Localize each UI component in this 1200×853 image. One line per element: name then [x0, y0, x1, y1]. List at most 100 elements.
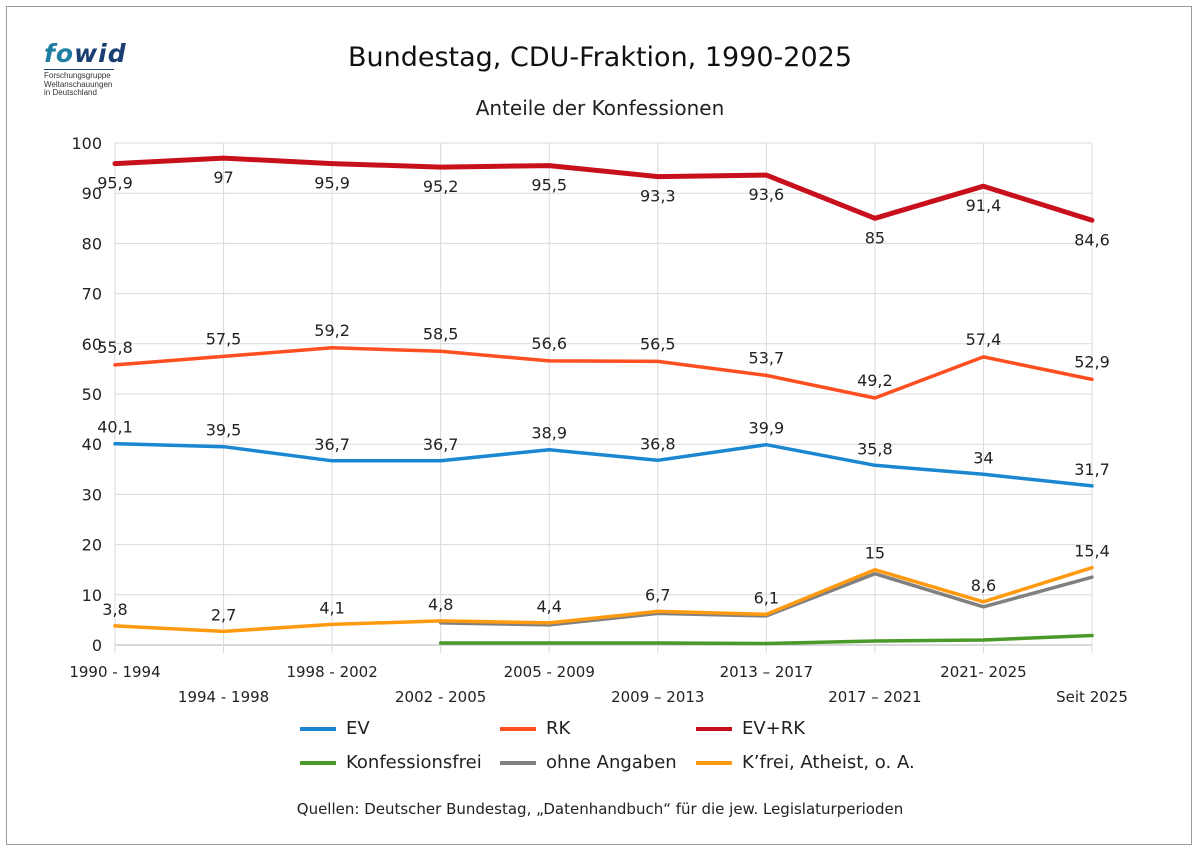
data-label-s0-8: 34 [973, 448, 993, 467]
data-label-s0-6: 39,9 [749, 419, 785, 438]
y-tick-label-40: 40 [82, 435, 102, 454]
data-label-s1-6: 53,7 [749, 348, 785, 367]
data-label-s2-9: 84,6 [1074, 230, 1110, 249]
x-tick-label-7: 2017 – 2021 [828, 688, 921, 706]
data-label-s0-3: 36,7 [423, 435, 459, 454]
x-tick-label-9: Seit 2025 [1056, 688, 1128, 706]
data-label-s1-0: 55,8 [97, 338, 133, 357]
legend-item-ohne-angaben: ohne Angaben [500, 752, 677, 773]
x-tick-label-5: 2009 – 2013 [611, 688, 704, 706]
legend-label-rk: RK [546, 718, 571, 739]
x-tick-label-1: 1994 - 1998 [178, 688, 269, 706]
legend-item-ev-rk: EV+RK [696, 718, 805, 739]
y-tick-label-80: 80 [82, 234, 102, 253]
x-tick-label-2: 1998 - 2002 [286, 663, 377, 681]
legend-label-ohne-angaben: ohne Angaben [546, 752, 677, 773]
y-tick-label-90: 90 [82, 184, 102, 203]
legend-item-konfessionsfrei: Konfessionsfrei [300, 752, 482, 773]
logo-wid: wid [74, 39, 127, 68]
data-label-s5-4: 4,4 [536, 597, 561, 616]
data-label-s2-5: 93,3 [640, 187, 676, 206]
data-label-s1-2: 59,2 [314, 321, 350, 340]
logo-fo: fo [44, 39, 75, 68]
data-label-s2-6: 93,6 [749, 185, 785, 204]
logo-line-1: Forschungsgruppe [44, 71, 111, 80]
data-label-s5-0: 3,8 [102, 600, 127, 619]
data-label-s2-7: 85 [865, 228, 885, 247]
y-tick-label-30: 30 [82, 485, 102, 504]
data-label-s2-8: 91,4 [966, 196, 1002, 215]
logo-wordmark: fowid [44, 40, 154, 68]
chart-legend: EV RK EV+RK Konfessionsfrei ohne Angaben… [300, 718, 980, 786]
chart-frame [6, 6, 1192, 845]
legend-item-ev: EV [300, 718, 370, 739]
chart-subtitle: Anteile der Konfessionen [475, 96, 725, 120]
series-line-1 [113, 346, 1094, 400]
x-tick-label-0: 1990 - 1994 [69, 663, 160, 681]
y-tick-label-60: 60 [82, 335, 102, 354]
data-label-s0-7: 35,8 [857, 439, 893, 458]
data-label-s5-5: 6,7 [645, 585, 670, 604]
series-line-0 [113, 441, 1094, 488]
data-label-s5-9: 15,4 [1074, 542, 1110, 561]
y-tick-label-100: 100 [71, 134, 102, 153]
data-label-s1-5: 56,5 [640, 334, 676, 353]
data-label-s5-3: 4,8 [428, 595, 453, 614]
fowid-logo: fowid Forschungsgruppe Weltanschauungen … [44, 40, 154, 115]
chart-title: Bundestag, CDU-Fraktion, 1990-2025 [347, 42, 853, 73]
data-label-s0-5: 36,8 [640, 434, 676, 453]
data-label-s5-2: 4,1 [319, 598, 344, 617]
legend-item-rk: RK [500, 718, 570, 739]
legend-item-kfrei-atheist: K’frei, Atheist, o. A. [696, 752, 915, 773]
y-tick-label-0: 0 [92, 636, 102, 655]
logo-underline [44, 69, 114, 70]
data-label-s1-3: 58,5 [423, 324, 459, 343]
series-line-5 [113, 565, 1094, 634]
legend-label-ev: EV [346, 718, 370, 739]
legend-label-kfrei-atheist: K’frei, Atheist, o. A. [742, 752, 915, 773]
legend-swatch-rk [500, 726, 536, 731]
legend-swatch-ev-rk [696, 726, 732, 731]
data-label-s5-1: 2,7 [211, 605, 236, 624]
data-label-s2-0: 95,9 [97, 174, 133, 193]
y-tick-label-70: 70 [82, 285, 102, 304]
data-label-s5-8: 8,6 [971, 576, 996, 595]
legend-swatch-kfrei-atheist [696, 760, 732, 765]
legend-swatch-ohne-angaben [500, 760, 536, 765]
data-label-s2-4: 95,5 [531, 176, 567, 195]
logo-line-2: Weltanschauungen [44, 79, 113, 89]
x-tick-label-6: 2013 – 2017 [720, 663, 813, 681]
logo-line-3: in Deutschland [44, 88, 97, 97]
data-label-s1-1: 57,5 [206, 329, 242, 348]
y-tick-label-20: 20 [82, 536, 102, 555]
legend-row-1: EV RK EV+RK [300, 718, 980, 752]
x-tick-label-4: 2005 - 2009 [504, 663, 595, 681]
x-tick-label-8: 2021- 2025 [940, 663, 1027, 681]
data-label-s1-7: 49,2 [857, 371, 893, 390]
data-label-s0-4: 38,9 [531, 424, 567, 443]
data-label-s0-9: 31,7 [1074, 460, 1110, 479]
series-line-2 [112, 155, 1095, 223]
y-tick-label-10: 10 [82, 586, 102, 605]
data-label-s0-1: 39,5 [206, 421, 242, 440]
series-line-3 [438, 633, 1094, 646]
data-label-s0-2: 36,7 [314, 435, 350, 454]
x-tick-label-3: 2002 - 2005 [395, 688, 486, 706]
data-label-s5-6: 6,1 [754, 588, 779, 607]
data-label-s2-3: 95,2 [423, 177, 459, 196]
legend-swatch-ev [300, 726, 336, 731]
legend-label-konfessionsfrei: Konfessionsfrei [346, 752, 482, 773]
source-note: Quellen: Deutscher Bundestag, „Datenhand… [296, 800, 904, 818]
data-label-s1-4: 56,6 [531, 334, 567, 353]
data-label-s2-2: 95,9 [314, 174, 350, 193]
y-tick-label-50: 50 [82, 385, 102, 404]
legend-swatch-konfessionsfrei [300, 760, 336, 765]
data-label-s2-1: 97 [213, 168, 233, 187]
legend-label-ev-rk: EV+RK [742, 718, 806, 739]
data-label-s1-8: 57,4 [966, 330, 1002, 349]
data-label-s1-9: 52,9 [1074, 352, 1110, 371]
data-label-s5-7: 15 [865, 544, 885, 563]
legend-row-2: Konfessionsfrei ohne Angaben K’frei, Ath… [300, 752, 980, 786]
data-label-s0-0: 40,1 [97, 418, 133, 437]
